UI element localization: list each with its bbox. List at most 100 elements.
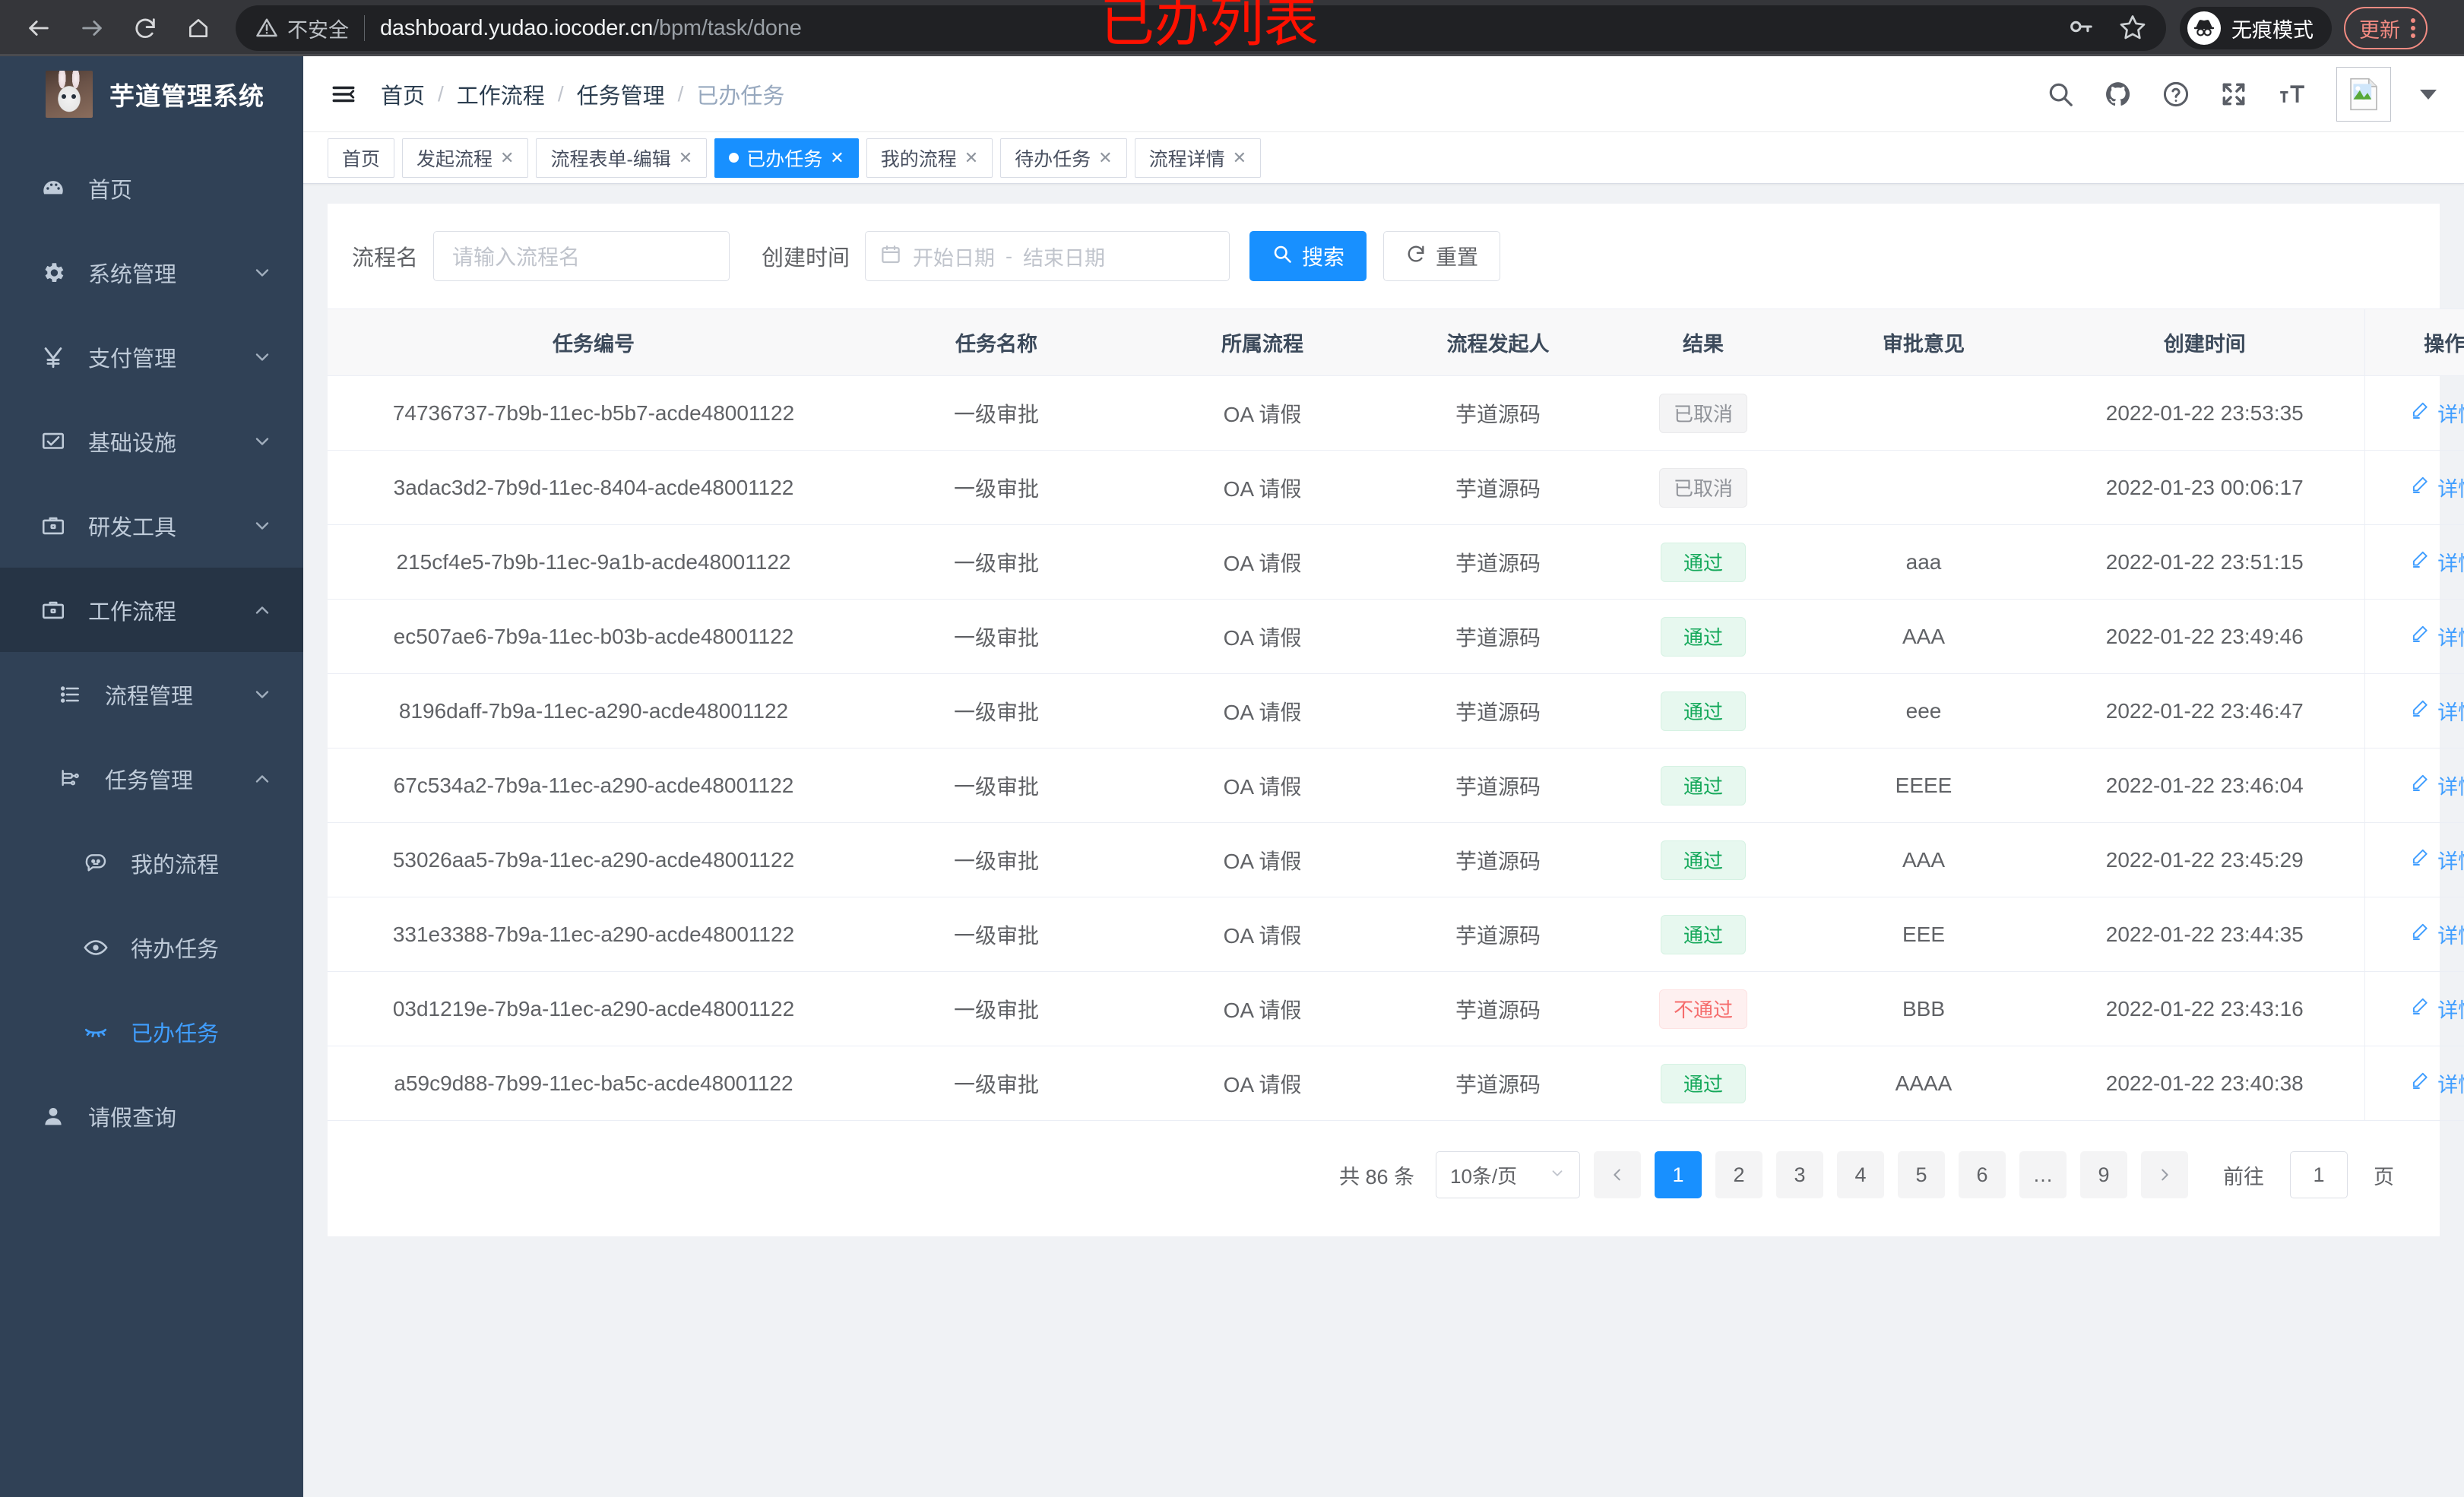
- goto-page-input[interactable]: 1: [2290, 1151, 2348, 1198]
- github-icon[interactable]: [2104, 80, 2133, 109]
- detail-link[interactable]: 详情: [2410, 696, 2464, 726]
- incognito-indicator[interactable]: 无痕模式: [2180, 7, 2332, 49]
- chevron-down-icon[interactable]: [2420, 89, 2437, 100]
- kebab-menu-icon[interactable]: [2411, 18, 2415, 38]
- page-size-select[interactable]: 10条/页: [1436, 1151, 1580, 1198]
- detail-link[interactable]: 详情: [2410, 845, 2464, 875]
- close-icon[interactable]: ✕: [678, 147, 693, 167]
- avatar[interactable]: [2336, 67, 2391, 122]
- cell-created-time: 2022-01-22 23:40:38: [2045, 1046, 2364, 1121]
- search-icon[interactable]: [2046, 80, 2075, 109]
- page-button-9[interactable]: 9: [2080, 1151, 2127, 1198]
- tab-process-form-edit[interactable]: 流程表单-编辑 ✕: [536, 138, 708, 178]
- column-header-task-id: 任务编号: [328, 309, 860, 376]
- sidebar-item-payment[interactable]: 支付管理: [0, 315, 303, 399]
- dashboard-icon: [36, 176, 70, 201]
- sidebar-item-leave-query[interactable]: 请假查询: [0, 1074, 303, 1158]
- detail-link[interactable]: 详情: [2410, 622, 2464, 651]
- breadcrumb-item[interactable]: 任务管理: [576, 84, 665, 109]
- help-icon[interactable]: [2162, 80, 2190, 109]
- page-button-6[interactable]: 6: [1959, 1151, 2006, 1198]
- reload-icon[interactable]: [122, 5, 169, 52]
- tab-label: 流程表单-编辑: [550, 148, 671, 170]
- cell-opinion: AAA: [1802, 599, 2045, 674]
- sidebar-item-infrastructure[interactable]: 基础设施: [0, 399, 303, 483]
- close-icon[interactable]: ✕: [1232, 147, 1247, 167]
- sidebar-item-devtools[interactable]: 研发工具: [0, 483, 303, 568]
- tab-process-detail[interactable]: 流程详情 ✕: [1134, 138, 1262, 178]
- close-icon[interactable]: ✕: [830, 147, 844, 167]
- sidebar-item-process-management[interactable]: 流程管理: [0, 652, 303, 736]
- sidebar-item-workflow[interactable]: 工作流程: [0, 568, 303, 652]
- page-button-4[interactable]: 4: [1837, 1151, 1884, 1198]
- security-indicator[interactable]: 不安全: [255, 14, 349, 43]
- back-arrow-icon[interactable]: [15, 5, 62, 52]
- column-header-actions: 操作: [2364, 309, 2464, 376]
- sidebar-item-todo-tasks[interactable]: 待办任务: [0, 905, 303, 989]
- detail-link[interactable]: 详情: [2410, 919, 2464, 949]
- detail-link-label: 详情: [2437, 478, 2464, 501]
- breadcrumb-item[interactable]: 工作流程: [456, 84, 545, 109]
- fullscreen-icon[interactable]: [2219, 80, 2248, 109]
- cell-initiator: 芋道源码: [1392, 1046, 1604, 1121]
- date-range-picker[interactable]: 开始日期 - 结束日期: [865, 231, 1230, 281]
- cell-initiator: 芋道源码: [1392, 375, 1604, 451]
- detail-link[interactable]: 详情: [2410, 547, 2464, 577]
- page-button-2[interactable]: 2: [1715, 1151, 1762, 1198]
- sidebar-item-label: 待办任务: [131, 937, 220, 962]
- detail-link[interactable]: 详情: [2410, 398, 2464, 428]
- tab-done-tasks[interactable]: 已办任务 ✕: [714, 138, 859, 178]
- tab-start-process[interactable]: 发起流程 ✕: [402, 138, 529, 178]
- sidebar-item-home[interactable]: 首页: [0, 146, 303, 230]
- update-button[interactable]: 更新: [2344, 7, 2428, 49]
- cell-process: OA 请假: [1133, 897, 1392, 972]
- cell-initiator: 芋道源码: [1392, 822, 1604, 897]
- breadcrumb-item[interactable]: 首页: [381, 84, 426, 109]
- content-area: 流程名 请输入流程名 创建时间 开始日期 - 结束日期: [303, 184, 2464, 1256]
- detail-link[interactable]: 详情: [2410, 473, 2464, 502]
- chat-icon: [79, 851, 112, 875]
- font-size-icon[interactable]: [2277, 79, 2307, 109]
- tab-todo-tasks[interactable]: 待办任务 ✕: [1000, 138, 1127, 178]
- detail-link[interactable]: 详情: [2410, 1068, 2464, 1098]
- tab-home[interactable]: 首页: [328, 138, 395, 178]
- forward-arrow-icon[interactable]: [68, 5, 116, 52]
- search-input[interactable]: 请输入流程名: [433, 231, 730, 281]
- page-button-5[interactable]: 5: [1898, 1151, 1945, 1198]
- key-icon[interactable]: [2067, 14, 2093, 43]
- cell-task-id: 67c534a2-7b9a-11ec-a290-acde48001122: [328, 748, 860, 823]
- prev-page-button[interactable]: [1594, 1151, 1641, 1198]
- address-bar[interactable]: 不安全 dashboard.yudao.iocoder.cn/bpm/task/…: [236, 5, 2166, 51]
- tab-label: 发起流程: [416, 148, 493, 170]
- star-icon[interactable]: [2119, 13, 2146, 44]
- close-icon[interactable]: ✕: [1098, 147, 1113, 167]
- sidebar-item-system[interactable]: 系统管理: [0, 230, 303, 315]
- detail-link[interactable]: 详情: [2410, 994, 2464, 1024]
- status-badge: 通过: [1661, 616, 1746, 657]
- sidebar-item-my-process[interactable]: 我的流程: [0, 821, 303, 905]
- reset-button[interactable]: 重置: [1383, 231, 1501, 281]
- eye-icon: [79, 935, 112, 961]
- sidebar-item-task-management[interactable]: 任务管理: [0, 736, 303, 821]
- navbar-actions: [2046, 56, 2437, 132]
- cell-result: 已取消: [1604, 375, 1802, 451]
- sidebar-item-done-tasks[interactable]: 已办任务: [0, 989, 303, 1074]
- cell-initiator: 芋道源码: [1392, 748, 1604, 823]
- cell-result: 不通过: [1604, 971, 1802, 1046]
- home-icon[interactable]: [175, 5, 222, 52]
- search-button[interactable]: 搜索: [1249, 231, 1367, 281]
- close-icon[interactable]: ✕: [500, 147, 515, 167]
- next-page-button[interactable]: [2141, 1151, 2188, 1198]
- tab-my-process[interactable]: 我的流程 ✕: [866, 138, 993, 178]
- page-button-3[interactable]: 3: [1776, 1151, 1823, 1198]
- close-icon[interactable]: ✕: [964, 147, 979, 167]
- breadcrumb-separator: /: [557, 81, 564, 106]
- table-header-row: 任务编号 任务名称 所属流程 流程发起人 结果 审批意见 创建时间 操作: [328, 309, 2464, 376]
- search-input-placeholder: 请输入流程名: [452, 245, 581, 269]
- page-ellipsis[interactable]: …: [2019, 1151, 2067, 1198]
- sidebar-logo[interactable]: 芋道管理系统: [0, 56, 303, 132]
- page-button-1[interactable]: 1: [1655, 1151, 1702, 1198]
- hamburger-icon[interactable]: [331, 81, 356, 107]
- cell-task-id: 03d1219e-7b9a-11ec-a290-acde48001122: [328, 971, 860, 1046]
- detail-link[interactable]: 详情: [2410, 771, 2464, 800]
